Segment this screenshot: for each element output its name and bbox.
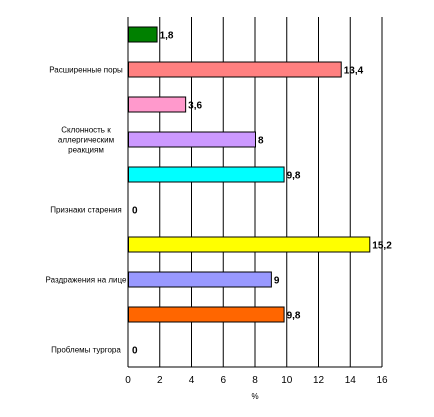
bar (128, 271, 272, 288)
bar (128, 236, 371, 253)
x-tick-label: 8 (252, 375, 258, 386)
bar (128, 306, 285, 323)
x-tick-label: 10 (281, 375, 293, 386)
category-label: Расширенные поры (49, 66, 123, 75)
bar (128, 131, 256, 148)
x-tick-label: 2 (157, 375, 163, 386)
category-label: Признаки старения (50, 206, 122, 215)
x-tick-label: 12 (313, 375, 325, 386)
value-label: 8 (258, 136, 264, 147)
value-label: 13,4 (344, 66, 364, 77)
labels: 0 2 4 6 8 10 12 14 16 1,8 13,4 Расширенные поры 3,6 8… (46, 31, 393, 387)
bar (128, 26, 158, 43)
category-label: Склонность к (61, 126, 111, 135)
value-label: 9,8 (287, 311, 301, 322)
x-tick-label: 6 (220, 375, 226, 386)
bars (128, 26, 371, 323)
bar (128, 166, 285, 183)
category-label: Проблемы тургора (51, 346, 121, 355)
x-axis-title: % (251, 392, 258, 401)
value-label: 9 (274, 276, 280, 287)
value-label: 0 (132, 206, 138, 217)
x-tick-label: 16 (376, 375, 388, 386)
value-label: 1,8 (160, 31, 174, 42)
value-label: 9,8 (287, 171, 301, 182)
axes (127, 17, 382, 368)
bar (128, 96, 187, 113)
category-label: реакциям (68, 146, 104, 155)
x-tick-label: 4 (189, 375, 195, 386)
value-label: 0 (132, 346, 138, 357)
value-label: 15,2 (372, 241, 392, 252)
x-tick-label: 0 (125, 375, 131, 386)
category-label: аллергическим (58, 136, 114, 145)
value-label: 3,6 (188, 101, 202, 112)
x-tick-label: 14 (345, 375, 357, 386)
category-label: Раздражения на лице (46, 276, 127, 285)
bar (128, 61, 342, 78)
